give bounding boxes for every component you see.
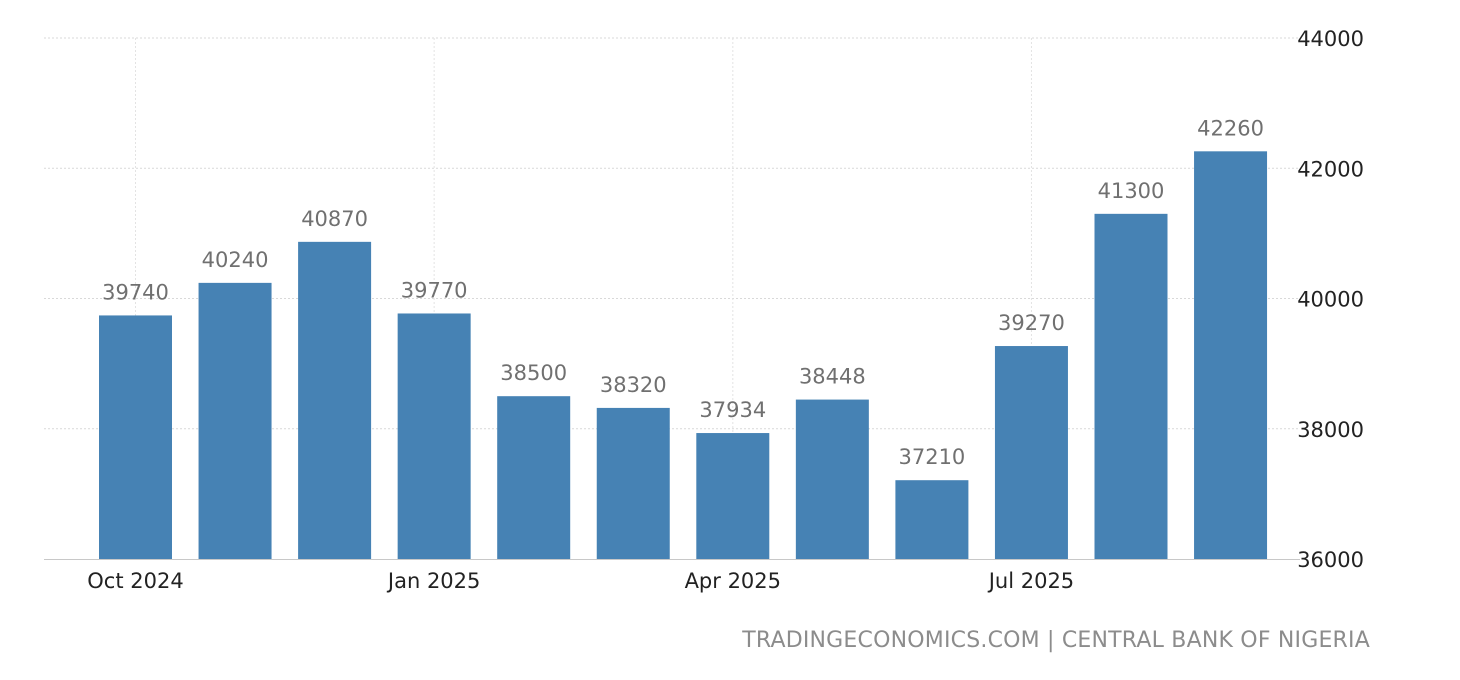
data-label: 41300 [1098,179,1165,203]
data-label: 37210 [898,445,965,469]
source-credit: TRADINGECONOMICS.COM | CENTRAL BANK OF N… [742,628,1370,653]
bar [994,346,1068,559]
x-axis: Oct 2024 Jan 2025 Apr 2025 Jul 2025 [87,569,1074,593]
data-label: 42260 [1197,116,1264,140]
bars [99,151,1268,559]
bar [298,241,372,559]
data-label: 39270 [998,311,1065,335]
bar [1094,213,1168,559]
bar [596,407,670,559]
y-tick-label: 44000 [1297,27,1364,51]
data-label: 40870 [301,207,368,231]
data-label: 38320 [600,373,667,397]
bar [198,282,272,559]
y-tick-label: 40000 [1297,288,1364,312]
bar [696,433,770,559]
x-tick-label: Oct 2024 [87,569,183,593]
bar [895,480,969,559]
data-label: 40240 [202,248,269,272]
bar [795,399,869,559]
data-label: 38448 [799,365,866,389]
y-axis: 36000 38000 40000 42000 44000 [1297,27,1364,572]
data-labels: 39740 40240 40870 39770 38500 38320 37934 38448… [102,116,1264,469]
data-label: 37934 [699,398,766,422]
x-tick-label: Apr 2025 [685,569,781,593]
x-tick-label: Jul 2025 [987,569,1074,593]
bar [99,315,172,559]
data-label: 39770 [401,278,468,302]
y-tick-label: 42000 [1297,157,1364,181]
bar [497,396,571,559]
data-label: 38500 [500,361,567,385]
bar [397,313,471,559]
data-label: 39740 [102,280,169,304]
y-tick-label: 36000 [1297,548,1364,572]
x-tick-label: Jan 2025 [386,569,481,593]
y-tick-label: 38000 [1297,418,1364,442]
bar [1194,151,1268,559]
